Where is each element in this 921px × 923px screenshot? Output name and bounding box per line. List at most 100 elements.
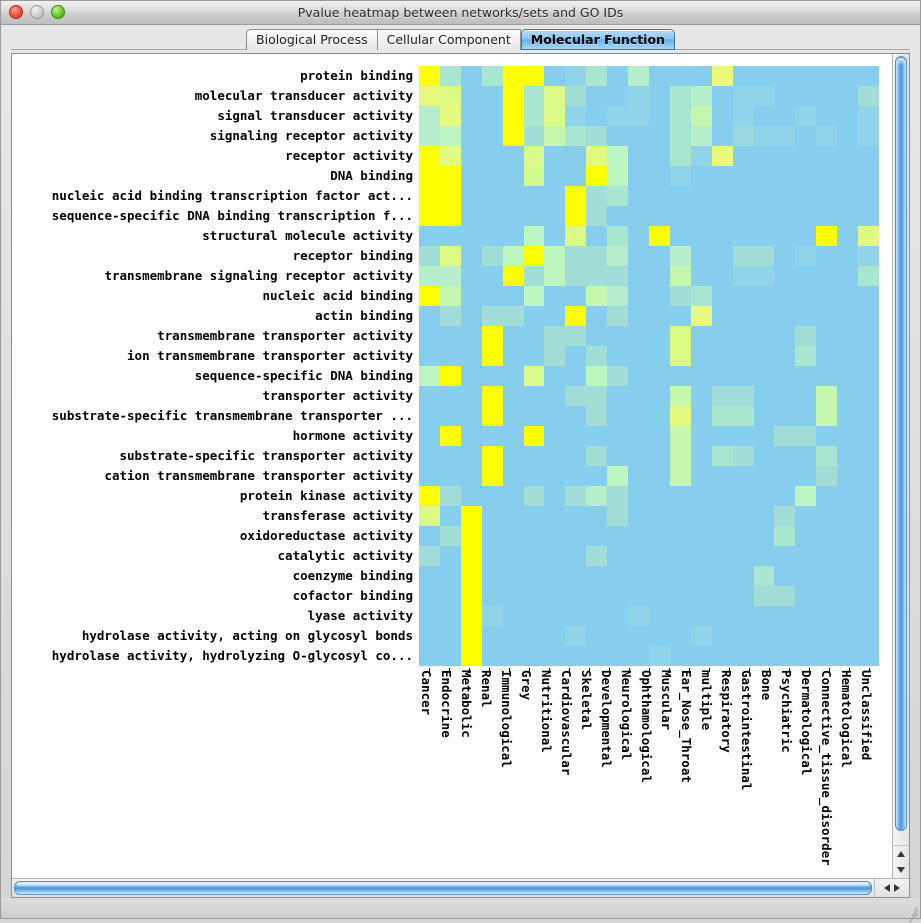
heatmap-cell[interactable]: [481, 66, 503, 86]
heatmap-cell[interactable]: [544, 246, 566, 266]
heatmap-cell[interactable]: [774, 306, 796, 326]
heatmap-cell[interactable]: [544, 626, 566, 646]
heatmap-cell[interactable]: [858, 626, 879, 646]
heatmap-cell[interactable]: [481, 86, 503, 106]
heatmap-cell[interactable]: [607, 506, 629, 526]
heatmap-cell[interactable]: [816, 626, 838, 646]
heatmap-cell[interactable]: [628, 206, 649, 226]
heatmap-cell[interactable]: [481, 206, 503, 226]
heatmap-cell[interactable]: [460, 146, 482, 166]
heatmap-cell[interactable]: [523, 186, 545, 206]
heatmap-cell[interactable]: [439, 86, 461, 106]
scroll-right-button[interactable]: [894, 884, 900, 892]
heatmap-cell[interactable]: [669, 386, 691, 406]
heatmap-cell[interactable]: [460, 586, 482, 606]
heatmap-cell[interactable]: [753, 606, 775, 626]
heatmap-cell[interactable]: [732, 306, 754, 326]
heatmap-cell[interactable]: [858, 126, 879, 146]
heatmap-cell[interactable]: [544, 566, 566, 586]
vertical-scrollbar-thumb[interactable]: [895, 56, 907, 831]
heatmap-cell[interactable]: [544, 446, 566, 466]
heatmap-cell[interactable]: [628, 266, 649, 286]
heatmap-cell[interactable]: [795, 326, 817, 346]
heatmap-cell[interactable]: [795, 266, 817, 286]
heatmap-cell[interactable]: [419, 506, 440, 526]
heatmap-cell[interactable]: [774, 206, 796, 226]
heatmap-cell[interactable]: [711, 446, 733, 466]
heatmap-cell[interactable]: [648, 186, 670, 206]
heatmap-cell[interactable]: [607, 86, 629, 106]
heatmap-cell[interactable]: [837, 206, 859, 226]
heatmap-cell[interactable]: [586, 446, 608, 466]
vertical-scrollbar[interactable]: [892, 54, 909, 878]
heatmap-cell[interactable]: [837, 466, 859, 486]
heatmap-cell[interactable]: [753, 66, 775, 86]
heatmap-cell[interactable]: [607, 186, 629, 206]
heatmap-cell[interactable]: [732, 386, 754, 406]
heatmap-cell[interactable]: [711, 166, 733, 186]
heatmap-cell[interactable]: [502, 86, 524, 106]
heatmap-cell[interactable]: [732, 466, 754, 486]
heatmap-cell[interactable]: [481, 346, 503, 366]
heatmap-cell[interactable]: [711, 646, 733, 666]
heatmap-cell[interactable]: [628, 606, 649, 626]
heatmap-cell[interactable]: [669, 66, 691, 86]
heatmap-cell[interactable]: [502, 386, 524, 406]
heatmap-cell[interactable]: [439, 146, 461, 166]
heatmap-cell[interactable]: [481, 466, 503, 486]
heatmap-cell[interactable]: [753, 366, 775, 386]
heatmap-cell[interactable]: [439, 366, 461, 386]
heatmap-cell[interactable]: [648, 426, 670, 446]
heatmap-cell[interactable]: [837, 406, 859, 426]
heatmap-cell[interactable]: [837, 426, 859, 446]
heatmap-cell[interactable]: [544, 646, 566, 666]
heatmap-cell[interactable]: [753, 506, 775, 526]
heatmap-cell[interactable]: [481, 586, 503, 606]
heatmap-cell[interactable]: [628, 326, 649, 346]
heatmap-cell[interactable]: [774, 366, 796, 386]
heatmap-cell[interactable]: [544, 86, 566, 106]
heatmap-cell[interactable]: [648, 306, 670, 326]
heatmap-cell[interactable]: [565, 346, 587, 366]
heatmap-cell[interactable]: [502, 286, 524, 306]
heatmap-cell[interactable]: [669, 166, 691, 186]
heatmap-cell[interactable]: [753, 406, 775, 426]
heatmap-cell[interactable]: [753, 586, 775, 606]
heatmap-cell[interactable]: [565, 266, 587, 286]
heatmap-cell[interactable]: [419, 346, 440, 366]
heatmap-cell[interactable]: [648, 106, 670, 126]
heatmap-cell[interactable]: [669, 266, 691, 286]
heatmap-cell[interactable]: [732, 66, 754, 86]
heatmap-cell[interactable]: [544, 406, 566, 426]
heatmap-cell[interactable]: [439, 206, 461, 226]
heatmap-cell[interactable]: [711, 346, 733, 366]
heatmap-cell[interactable]: [544, 266, 566, 286]
heatmap-cell[interactable]: [565, 586, 587, 606]
heatmap-cell[interactable]: [837, 86, 859, 106]
heatmap-cell[interactable]: [419, 186, 440, 206]
heatmap-cell[interactable]: [816, 146, 838, 166]
heatmap-cell[interactable]: [837, 166, 859, 186]
heatmap-cell[interactable]: [460, 226, 482, 246]
heatmap-cell[interactable]: [565, 146, 587, 166]
heatmap-cell[interactable]: [711, 626, 733, 646]
heatmap-cell[interactable]: [711, 286, 733, 306]
heatmap-cell[interactable]: [858, 146, 879, 166]
heatmap-cell[interactable]: [732, 266, 754, 286]
heatmap-cell[interactable]: [732, 626, 754, 646]
heatmap-cell[interactable]: [795, 186, 817, 206]
heatmap-cell[interactable]: [711, 206, 733, 226]
heatmap-cell[interactable]: [690, 606, 712, 626]
heatmap-cell[interactable]: [795, 506, 817, 526]
heatmap-cell[interactable]: [502, 66, 524, 86]
heatmap-cell[interactable]: [628, 486, 649, 506]
heatmap-cell[interactable]: [523, 586, 545, 606]
heatmap-cell[interactable]: [586, 126, 608, 146]
heatmap-cell[interactable]: [607, 586, 629, 606]
heatmap-cell[interactable]: [711, 526, 733, 546]
heatmap-cell[interactable]: [690, 326, 712, 346]
heatmap-cell[interactable]: [732, 566, 754, 586]
heatmap-cell[interactable]: [439, 626, 461, 646]
heatmap-cell[interactable]: [481, 506, 503, 526]
heatmap-cell[interactable]: [523, 606, 545, 626]
